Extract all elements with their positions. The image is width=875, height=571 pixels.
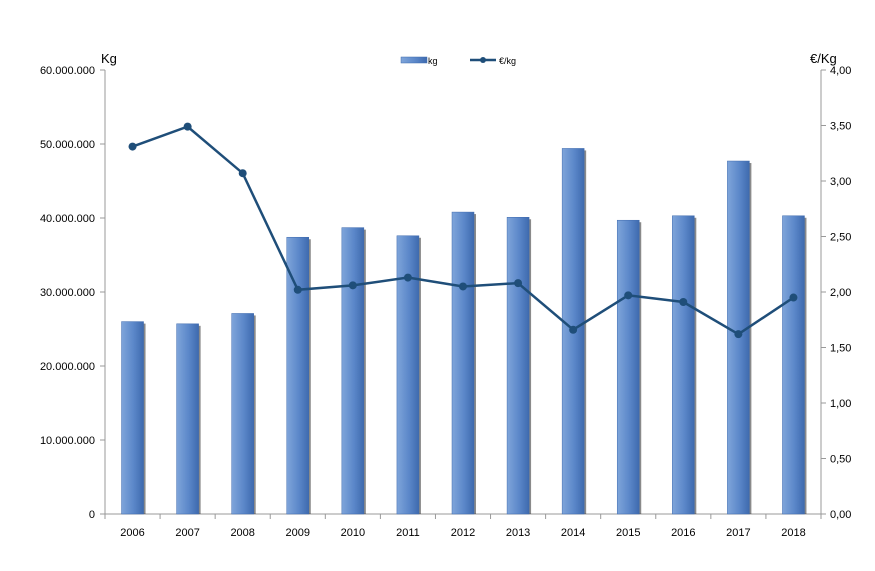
legend-marker-price: [480, 57, 486, 63]
price-point: [293, 285, 302, 294]
price-point: [624, 291, 633, 300]
x-tick-label: 2009: [286, 527, 310, 539]
bar: [286, 236, 310, 515]
right-axis-ticks: 0,00 0,50 1,00 1,50 2,00 2,50 3,00 3,50 4,00: [821, 65, 851, 521]
x-tick-label: 2018: [781, 527, 805, 539]
x-axis-ticks: 2006 2007 2008 2009 2010 2011 2012 2013 2014 2015…: [104, 514, 822, 539]
left-tick-label: 20.000.000: [40, 361, 95, 373]
x-tick-label: 2014: [561, 527, 585, 539]
right-axis-unit: €/Kg: [810, 51, 837, 66]
x-tick-label: 2011: [396, 527, 420, 539]
right-tick-label: 1,50: [830, 343, 851, 355]
x-tick-label: 2007: [175, 527, 199, 539]
legend-swatch-kg: [400, 56, 428, 64]
price-point: [734, 330, 743, 339]
bar: [231, 313, 254, 515]
price-point: [459, 282, 467, 291]
legend-label-kg: kg: [428, 56, 438, 66]
bar: [176, 323, 199, 515]
right-tick-label: 4,00: [830, 65, 851, 77]
legend: kg €/kg: [400, 56, 516, 66]
x-tick-label: 2016: [671, 527, 695, 539]
left-tick-label: 0: [89, 509, 95, 521]
legend-label-price: €/kg: [499, 56, 516, 66]
left-tick-label: 40.000.000: [40, 213, 95, 225]
left-tick-label: 10.000.000: [40, 435, 95, 447]
price-point: [514, 279, 523, 288]
price-point: [183, 122, 192, 131]
x-tick-label: 2008: [230, 527, 254, 539]
line-series: [128, 122, 798, 339]
right-tick-label: 3,00: [830, 176, 851, 188]
right-tick-label: 1,00: [830, 398, 851, 410]
x-tick-label: 2012: [451, 527, 475, 539]
x-tick-label: 2015: [616, 527, 640, 539]
bar: [506, 217, 530, 515]
right-tick-label: 0,00: [830, 509, 851, 521]
right-tick-label: 2,50: [830, 232, 851, 244]
price-point: [348, 281, 357, 290]
left-tick-label: 60.000.000: [40, 65, 95, 77]
bar: [341, 227, 365, 515]
bar: [782, 215, 805, 515]
price-point: [128, 142, 137, 151]
x-tick-label: 2010: [341, 527, 365, 539]
left-axis-ticks: 0 10.000.000 20.000.000 30.000.000 40.000.00…: [40, 65, 105, 521]
bar: [672, 215, 695, 515]
x-tick-label: 2006: [120, 527, 144, 539]
right-tick-label: 0,50: [830, 454, 851, 466]
right-tick-label: 3,50: [830, 121, 851, 133]
right-tick-label: 2,00: [830, 287, 851, 299]
price-point: [238, 169, 247, 178]
price-point: [679, 297, 688, 306]
price-point: [403, 273, 412, 282]
x-tick-label: 2017: [726, 527, 750, 539]
bar: [616, 219, 640, 515]
left-tick-label: 50.000.000: [40, 139, 95, 151]
bar: [121, 321, 144, 515]
bar-series: [121, 148, 807, 515]
price-point: [789, 293, 798, 302]
x-tick-label: 2013: [506, 527, 530, 539]
price-point: [569, 325, 578, 334]
bar: [396, 235, 420, 515]
bar: [451, 211, 475, 515]
left-tick-label: 30.000.000: [40, 287, 95, 299]
left-axis-unit: Kg: [101, 51, 117, 66]
